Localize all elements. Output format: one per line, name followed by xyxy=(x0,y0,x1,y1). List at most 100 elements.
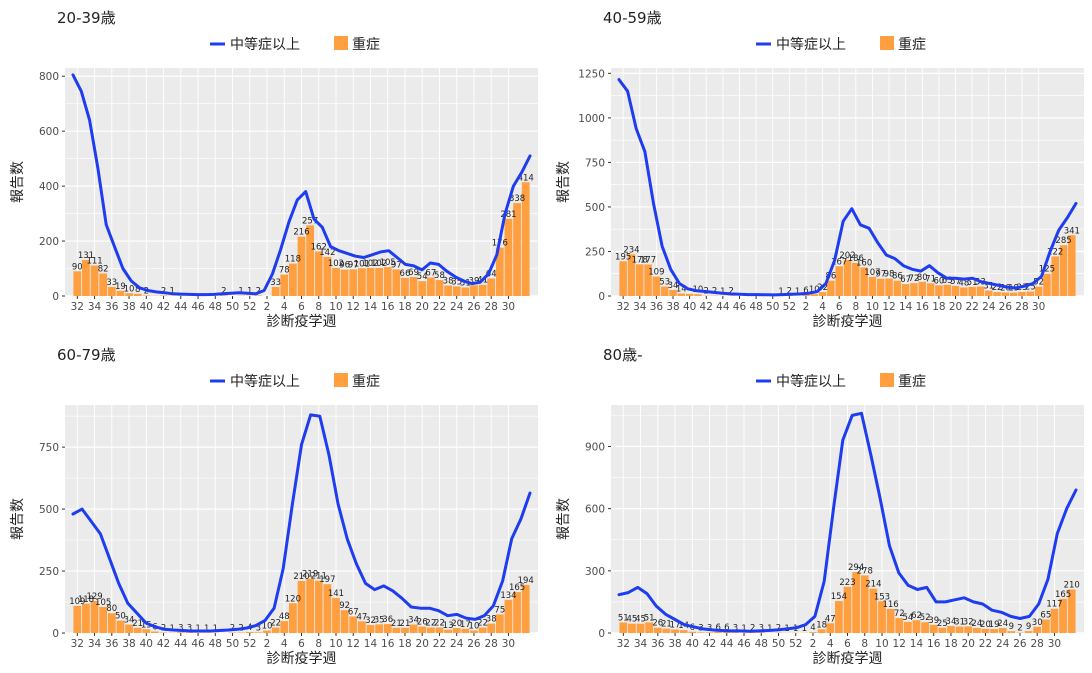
bar-data-label: 32 xyxy=(963,617,974,627)
bar xyxy=(444,629,452,633)
bar-data-label: 2 xyxy=(750,624,755,634)
bar xyxy=(893,280,902,296)
severe-line-series xyxy=(617,411,1078,633)
bar xyxy=(504,218,513,296)
x-axis-title: 診断疫学週 xyxy=(813,651,883,667)
bar xyxy=(366,267,375,296)
x-tick-label: 28 xyxy=(485,301,498,313)
x-tick-label: 42 xyxy=(703,638,716,650)
bar xyxy=(810,294,819,296)
bar xyxy=(860,575,869,633)
bar-data-label: 50 xyxy=(115,612,126,622)
severe-line-series xyxy=(617,78,1078,297)
y-tick-label: 0 xyxy=(598,291,605,303)
bar xyxy=(185,632,194,633)
bar xyxy=(444,285,452,296)
bar xyxy=(409,624,418,633)
bar-data-label: 1 xyxy=(195,624,200,634)
bar xyxy=(487,278,496,296)
bar-data-label: 35 xyxy=(374,615,385,625)
bar xyxy=(220,295,228,296)
bar-data-label: 66 xyxy=(400,269,411,279)
panel-60-79: 60-79歳 中等症以上 重症 0 250 500 750 32 34 36 38 40 42 44 46 4… xyxy=(0,337,546,673)
bar-data-label: 21 xyxy=(661,620,672,630)
x-tick-label: 20 xyxy=(962,638,975,650)
bar xyxy=(1041,619,1050,633)
x-tick-label: 24 xyxy=(450,638,464,650)
bar xyxy=(976,286,985,296)
bar xyxy=(918,281,927,296)
bar xyxy=(116,290,125,296)
x-tick-label: 14 xyxy=(364,301,378,313)
bar-data-label: 10 xyxy=(124,284,135,294)
bar xyxy=(82,603,90,633)
bar-data-label: 47 xyxy=(825,614,836,624)
x-tick-label: 2 xyxy=(264,638,271,650)
bar xyxy=(90,601,99,633)
bar xyxy=(636,264,644,296)
bar-data-label: 141 xyxy=(328,589,344,599)
bar xyxy=(843,586,852,633)
y-axis-title: 報告数 xyxy=(10,161,26,203)
panel-40-59: 40-59歳 中等症以上 重症 0 250 500 750 1000 1250 32 34 36 38 4… xyxy=(546,0,1092,337)
bar xyxy=(357,621,366,633)
x-axis-title: 診断疫学週 xyxy=(267,314,337,330)
bar-data-label: 210 xyxy=(1064,580,1080,590)
bar xyxy=(401,627,409,633)
x-tick-label: 14 xyxy=(899,301,913,313)
x-tick-label: 26 xyxy=(999,301,1013,313)
bar-data-label: 67 xyxy=(425,269,436,279)
bar xyxy=(340,269,349,296)
bar-data-label: 26 xyxy=(417,618,428,628)
bar-data-label: 8 xyxy=(135,285,140,295)
bar-data-label: 6 xyxy=(803,286,808,296)
bar xyxy=(125,293,133,296)
x-tick-label: 14 xyxy=(364,638,378,650)
bar xyxy=(951,285,960,296)
y-tick-label: 0 xyxy=(52,628,59,640)
bar xyxy=(818,292,827,296)
bar-data-label: 118 xyxy=(285,255,301,265)
bar xyxy=(426,627,435,633)
y-tick-label: 250 xyxy=(585,246,605,258)
bar xyxy=(142,295,151,296)
bar xyxy=(644,264,652,296)
bar-data-label: 1 xyxy=(778,287,783,297)
bar-data-label: 2 xyxy=(221,286,226,296)
bar xyxy=(349,616,358,633)
x-tick-label: 28 xyxy=(485,638,498,650)
bar-data-label: 19 xyxy=(989,620,1000,630)
bar-data-label: 211 xyxy=(311,572,327,582)
bar xyxy=(1059,245,1068,296)
bar-data-label: 178 xyxy=(632,255,648,265)
bar xyxy=(159,295,168,296)
bar xyxy=(461,287,470,296)
bar xyxy=(705,632,714,633)
bar xyxy=(636,623,645,633)
x-tick-label: 22 xyxy=(433,638,446,650)
bar-data-label: 71 xyxy=(925,274,936,284)
bar-data-label: 62 xyxy=(911,611,922,621)
bar xyxy=(133,627,142,633)
bar-data-label: 86 xyxy=(892,272,903,282)
bar-data-label: 33 xyxy=(270,278,281,288)
bar xyxy=(1007,631,1016,633)
bar xyxy=(470,285,478,296)
x-tick-label: 52 xyxy=(243,301,256,313)
bar-data-label: 10 xyxy=(469,622,480,632)
x-tick-label: 24 xyxy=(996,638,1010,650)
severe-line-series xyxy=(71,413,532,633)
bar-data-label: 195 xyxy=(615,252,631,262)
bar xyxy=(901,284,910,296)
bar-data-label: 57 xyxy=(950,277,961,287)
bar xyxy=(685,293,694,296)
bar xyxy=(619,622,628,633)
bar xyxy=(993,292,1001,296)
x-tick-label: 10 xyxy=(875,638,888,650)
panel-title: 80歳- xyxy=(603,346,643,364)
bar-data-label: 39 xyxy=(469,276,480,286)
legend-bar-swatch xyxy=(880,373,894,387)
bar xyxy=(392,269,401,296)
bar xyxy=(697,632,705,633)
legend-bar-label: 重症 xyxy=(352,374,380,390)
